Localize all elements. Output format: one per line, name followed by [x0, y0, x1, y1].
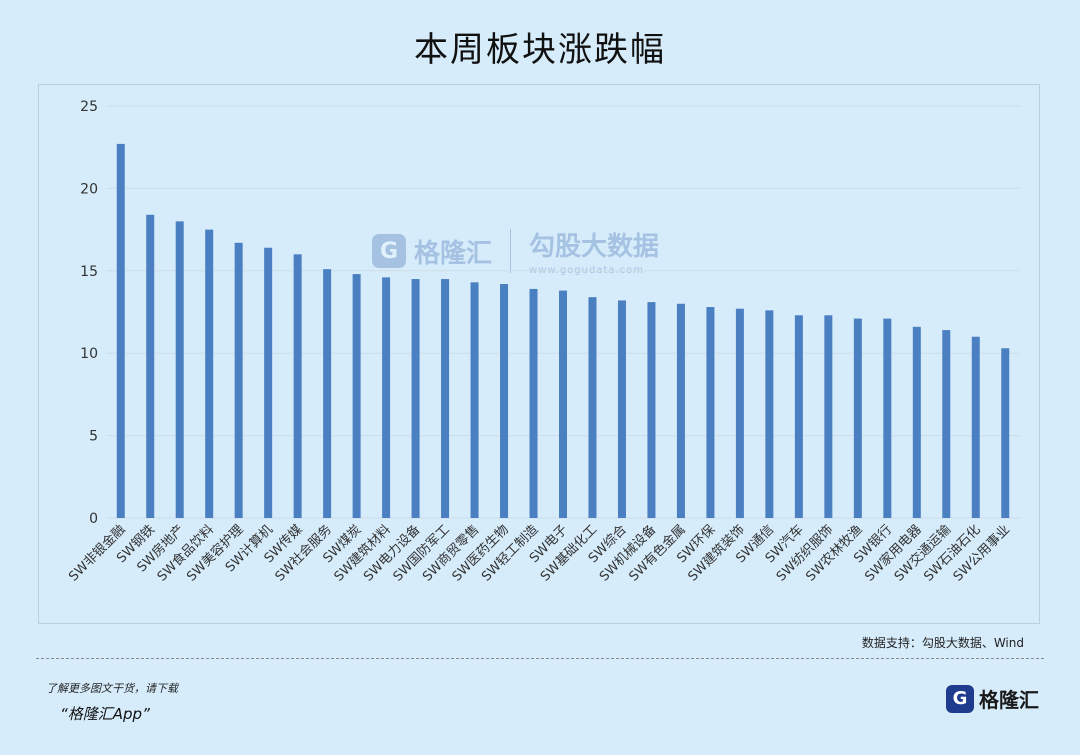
chart-frame	[38, 84, 1040, 624]
footer-divider	[36, 658, 1044, 659]
bar	[971, 336, 980, 518]
bar	[617, 300, 626, 518]
bar	[411, 279, 420, 518]
bar	[824, 315, 833, 518]
y-tick-label: 5	[89, 429, 98, 445]
bar	[352, 274, 361, 518]
brand-name: 格隆汇	[979, 688, 1039, 712]
bar	[205, 229, 214, 518]
bar	[883, 318, 892, 518]
brand-logo-icon: G	[946, 684, 974, 713]
bar	[588, 297, 597, 518]
y-tick-label: 0	[89, 511, 98, 527]
bar	[647, 302, 656, 518]
bar-chart: 0510152025SW非银金融SW钢铁SW房地产SW食品饮料SW美容护理SW计…	[66, 99, 1020, 585]
bar	[706, 307, 715, 518]
bar	[175, 221, 184, 519]
bar	[234, 242, 243, 518]
bar	[676, 303, 685, 518]
bar	[441, 279, 450, 518]
bar	[794, 315, 803, 518]
chart-title: 本周板块涨跌幅	[414, 30, 666, 70]
bar	[146, 214, 155, 518]
y-tick-label: 10	[80, 346, 98, 362]
bar	[1001, 348, 1010, 518]
bar	[735, 308, 744, 518]
y-tick-label: 15	[80, 264, 98, 280]
footer-app-name: “格隆汇App”	[60, 705, 150, 723]
bar	[470, 282, 479, 518]
y-tick-label: 25	[80, 99, 98, 115]
bar	[264, 247, 273, 518]
bar	[293, 254, 302, 518]
bar	[382, 277, 391, 518]
bar	[912, 326, 921, 518]
brand: G 格隆汇	[946, 684, 1039, 713]
y-tick-label: 20	[80, 181, 98, 197]
bar	[116, 143, 125, 518]
bar	[942, 330, 951, 518]
data-source: 数据支持：勾股大数据、Wind	[861, 636, 1024, 650]
bar	[765, 310, 774, 518]
bar	[853, 318, 862, 518]
bar	[529, 288, 538, 518]
footer-download-text: 了解更多图文干货，请下载	[46, 682, 178, 695]
bar	[559, 290, 567, 518]
bar	[500, 283, 509, 518]
bar	[323, 269, 332, 518]
